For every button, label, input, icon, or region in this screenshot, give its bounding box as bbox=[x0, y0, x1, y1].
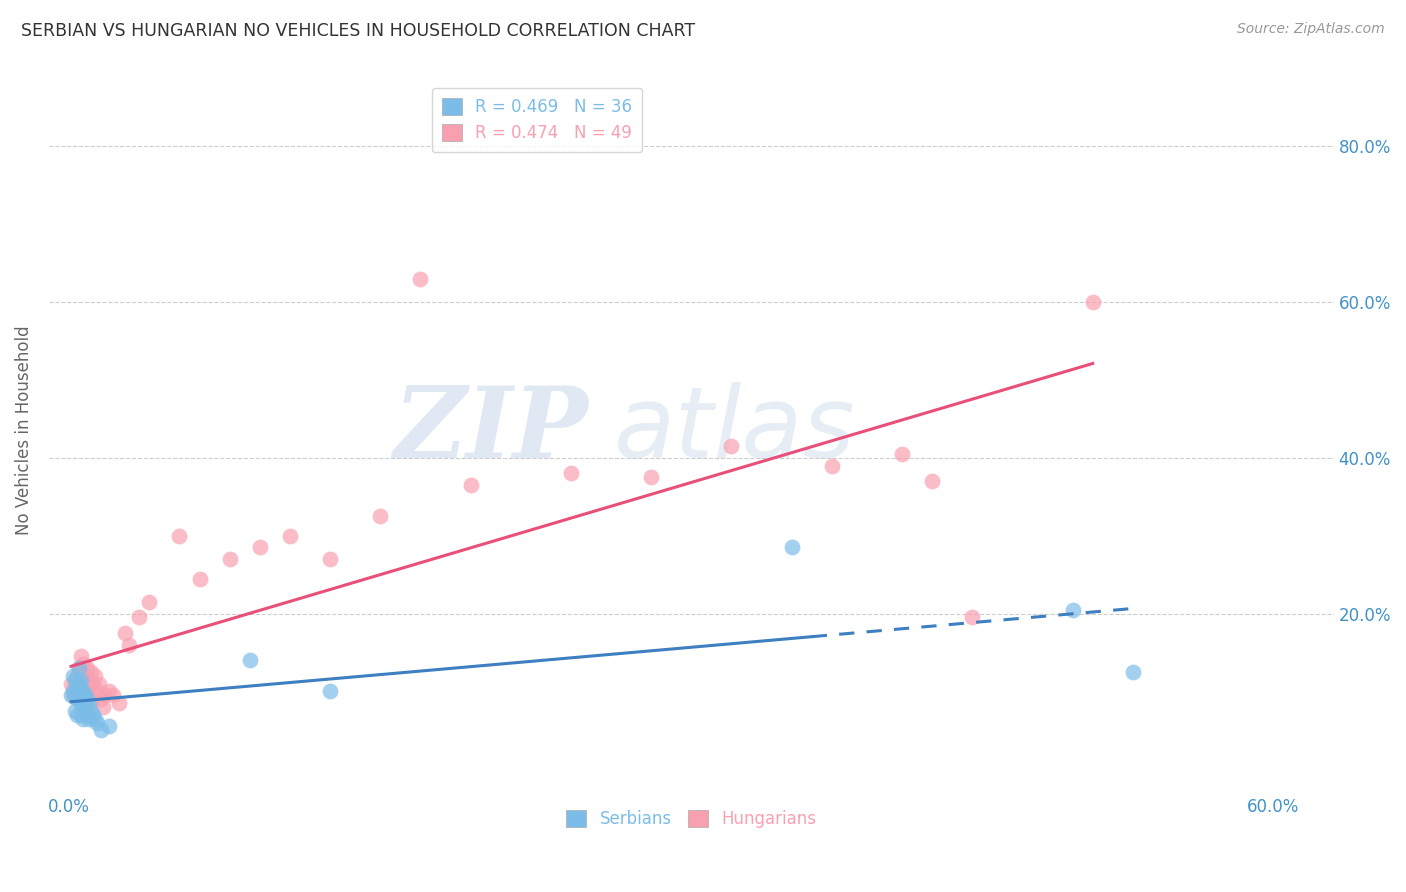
Point bbox=[560, 467, 582, 481]
Point bbox=[77, 673, 100, 687]
Point bbox=[66, 692, 89, 706]
Point bbox=[60, 689, 83, 703]
Text: Source: ZipAtlas.com: Source: ZipAtlas.com bbox=[1237, 22, 1385, 37]
Point bbox=[66, 707, 89, 722]
Point bbox=[218, 552, 240, 566]
Point bbox=[66, 669, 89, 683]
Point bbox=[89, 676, 111, 690]
Point bbox=[82, 692, 104, 706]
Point bbox=[249, 541, 271, 555]
Point bbox=[891, 447, 914, 461]
Point bbox=[278, 529, 301, 543]
Text: atlas: atlas bbox=[614, 382, 856, 479]
Point bbox=[821, 458, 844, 473]
Point bbox=[90, 692, 112, 706]
Point bbox=[319, 552, 342, 566]
Point bbox=[1062, 602, 1084, 616]
Point bbox=[460, 478, 482, 492]
Point bbox=[67, 661, 90, 675]
Point bbox=[77, 689, 100, 703]
Point bbox=[67, 661, 90, 675]
Point bbox=[60, 676, 83, 690]
Point bbox=[82, 676, 104, 690]
Point bbox=[118, 638, 141, 652]
Point bbox=[63, 673, 86, 687]
Point bbox=[72, 673, 94, 687]
Legend: Serbians, Hungarians: Serbians, Hungarians bbox=[560, 804, 823, 835]
Point bbox=[188, 572, 211, 586]
Point bbox=[103, 689, 125, 703]
Point bbox=[75, 689, 97, 703]
Point bbox=[62, 684, 84, 698]
Point bbox=[108, 696, 131, 710]
Point bbox=[86, 684, 108, 698]
Point bbox=[76, 692, 98, 706]
Point bbox=[86, 715, 108, 730]
Point bbox=[63, 704, 86, 718]
Point bbox=[72, 657, 94, 672]
Point bbox=[409, 272, 432, 286]
Point bbox=[67, 676, 90, 690]
Point bbox=[72, 684, 94, 698]
Point bbox=[76, 707, 98, 722]
Point bbox=[921, 474, 943, 488]
Point bbox=[640, 470, 662, 484]
Point bbox=[67, 692, 90, 706]
Point bbox=[368, 509, 391, 524]
Point bbox=[77, 712, 100, 726]
Point bbox=[780, 541, 803, 555]
Point bbox=[70, 673, 93, 687]
Point bbox=[82, 707, 104, 722]
Point bbox=[84, 669, 107, 683]
Point bbox=[1122, 665, 1144, 679]
Text: SERBIAN VS HUNGARIAN NO VEHICLES IN HOUSEHOLD CORRELATION CHART: SERBIAN VS HUNGARIAN NO VEHICLES IN HOUS… bbox=[21, 22, 695, 40]
Point bbox=[80, 665, 103, 679]
Point bbox=[128, 610, 150, 624]
Point bbox=[91, 700, 114, 714]
Point bbox=[98, 719, 121, 733]
Point bbox=[94, 689, 117, 703]
Point bbox=[720, 439, 742, 453]
Point bbox=[80, 704, 103, 718]
Point bbox=[67, 676, 90, 690]
Point bbox=[75, 704, 97, 718]
Point bbox=[72, 712, 94, 726]
Point bbox=[1081, 295, 1104, 310]
Point bbox=[114, 626, 136, 640]
Point bbox=[70, 684, 93, 698]
Point bbox=[76, 676, 98, 690]
Point bbox=[90, 723, 112, 738]
Point bbox=[63, 689, 86, 703]
Point bbox=[98, 684, 121, 698]
Point bbox=[962, 610, 984, 624]
Point bbox=[70, 696, 93, 710]
Point bbox=[75, 673, 97, 687]
Point bbox=[72, 696, 94, 710]
Point bbox=[239, 653, 262, 667]
Point bbox=[70, 707, 93, 722]
Point bbox=[77, 696, 100, 710]
Point bbox=[169, 529, 191, 543]
Point bbox=[62, 689, 84, 703]
Point bbox=[319, 684, 342, 698]
Point bbox=[76, 661, 98, 675]
Point bbox=[84, 712, 107, 726]
Text: ZIP: ZIP bbox=[394, 383, 589, 479]
Point bbox=[66, 676, 89, 690]
Point bbox=[70, 665, 93, 679]
Y-axis label: No Vehicles in Household: No Vehicles in Household bbox=[15, 326, 32, 535]
Point bbox=[75, 689, 97, 703]
Point bbox=[70, 649, 93, 664]
Point bbox=[63, 676, 86, 690]
Point bbox=[138, 595, 160, 609]
Point bbox=[62, 669, 84, 683]
